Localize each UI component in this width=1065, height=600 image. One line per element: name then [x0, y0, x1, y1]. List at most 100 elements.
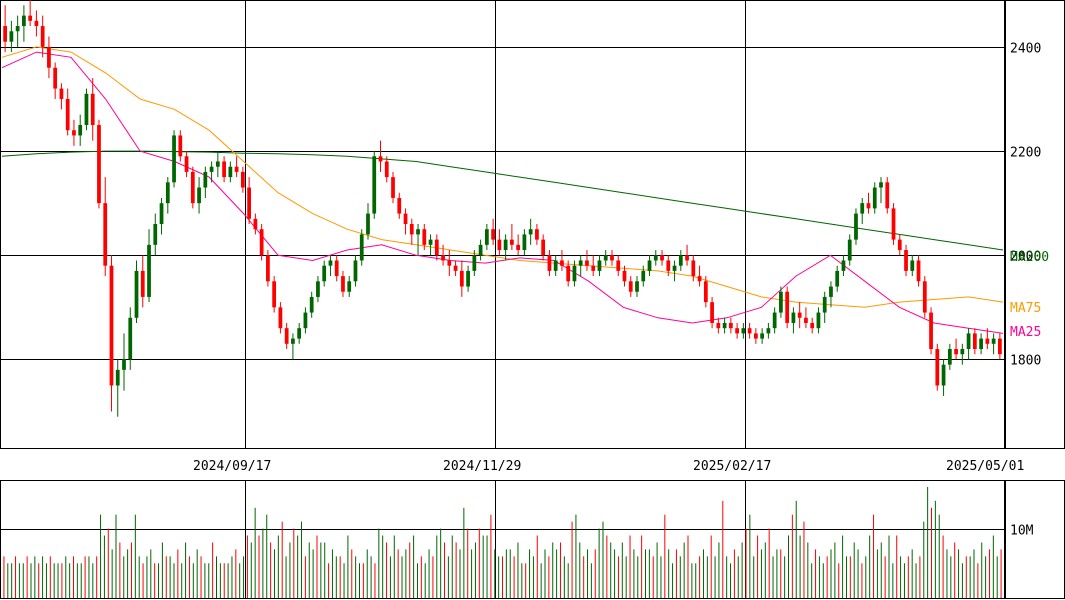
candle-body — [190, 171, 195, 204]
candle-body — [97, 125, 101, 204]
candle-body — [372, 156, 377, 214]
candle-body — [466, 270, 470, 287]
candle-body — [3, 26, 8, 42]
candle-body — [647, 260, 652, 271]
candle-body — [391, 177, 395, 198]
candle-body — [503, 239, 508, 251]
candle-body — [891, 208, 896, 240]
ma200-label: MA200 — [1010, 250, 1049, 265]
candle-body — [253, 218, 258, 230]
candle-body — [40, 26, 45, 47]
candle-body — [353, 260, 358, 282]
candle-body — [610, 255, 614, 261]
candle-body — [366, 213, 370, 235]
candle-body — [622, 270, 627, 282]
candle-body — [59, 88, 64, 99]
candle-body — [822, 296, 827, 313]
candle-body — [666, 260, 671, 271]
candle-body — [829, 286, 833, 297]
candle-body — [134, 270, 139, 318]
x-tick-label: 2025/02/17 — [693, 459, 771, 474]
candle-body — [247, 187, 251, 219]
candle-body — [603, 255, 608, 261]
candle-body — [697, 276, 702, 282]
candle-body — [528, 229, 533, 235]
x-tick-label: 2025/05/01 — [946, 459, 1024, 474]
candle-body — [384, 161, 389, 178]
candle-body — [78, 125, 83, 136]
y-tick-label: 2200 — [1010, 146, 1041, 161]
candle-body — [685, 255, 689, 261]
candle-body — [278, 307, 283, 329]
candle-body — [660, 255, 664, 261]
candle-body — [991, 338, 996, 344]
candle-body — [341, 276, 345, 292]
candle-body — [90, 93, 95, 126]
candle-body — [484, 229, 489, 245]
candle-body — [122, 359, 126, 370]
candle-body — [303, 312, 308, 329]
candle-body — [760, 333, 765, 339]
candle-body — [9, 31, 14, 42]
candle-body — [147, 244, 151, 297]
candle-body — [678, 255, 683, 266]
candle-body — [428, 239, 433, 245]
candle-body — [347, 281, 352, 292]
candle-body — [922, 281, 927, 313]
candle-body — [947, 349, 952, 365]
candle-body — [491, 229, 495, 240]
candle-body — [847, 239, 852, 261]
candle-body — [215, 161, 220, 167]
candle-body — [691, 260, 696, 277]
candle-body — [916, 260, 921, 282]
candle-body — [34, 20, 39, 27]
candle-body — [359, 234, 364, 261]
candle-body — [178, 135, 183, 157]
ma25-line — [1, 51, 1004, 334]
candle-body — [172, 135, 176, 183]
y-tick-label: 2000 — [1010, 250, 1041, 265]
candle-body — [441, 255, 445, 261]
candle-body — [434, 239, 439, 256]
candle-body — [516, 244, 521, 251]
ma25-label: MA25 — [1010, 325, 1041, 340]
moving-averages — [1, 46, 1004, 334]
volume-tick-label: 10M — [1010, 524, 1034, 539]
candle-body — [522, 234, 527, 251]
candle-body — [272, 281, 277, 308]
x-tick-label: 2024/11/29 — [443, 459, 521, 474]
candle-body — [291, 338, 295, 344]
candle-body — [941, 364, 946, 386]
candle-body — [779, 291, 783, 313]
candle-body — [904, 250, 908, 271]
candle-body — [735, 328, 739, 334]
axes: 1800 2000 2200 2400 2024/09/17 2024/11/29 2025… — [193, 42, 1041, 539]
candle-body — [716, 322, 721, 329]
candle-body — [741, 328, 746, 334]
candle-body — [322, 265, 327, 282]
candle-body — [728, 322, 733, 329]
candle-body — [566, 265, 571, 282]
candle-body — [209, 166, 214, 172]
candle-body — [403, 213, 408, 224]
candle-body — [259, 229, 264, 256]
candle-body — [47, 46, 51, 68]
candle-body — [65, 98, 70, 131]
candle-body — [165, 182, 170, 204]
candle-body — [478, 244, 483, 256]
candle-body — [447, 260, 452, 266]
candle-body — [804, 317, 808, 323]
candle-body — [653, 255, 658, 261]
candle-body — [22, 15, 26, 27]
candle-body — [635, 281, 639, 292]
candle-body — [535, 229, 539, 240]
x-tick-label: 2024/09/17 — [193, 459, 271, 474]
candle-body — [541, 239, 546, 256]
candle-body — [966, 333, 971, 350]
candle-body — [497, 239, 502, 251]
candle-body — [328, 260, 333, 266]
candle-body — [109, 265, 114, 386]
